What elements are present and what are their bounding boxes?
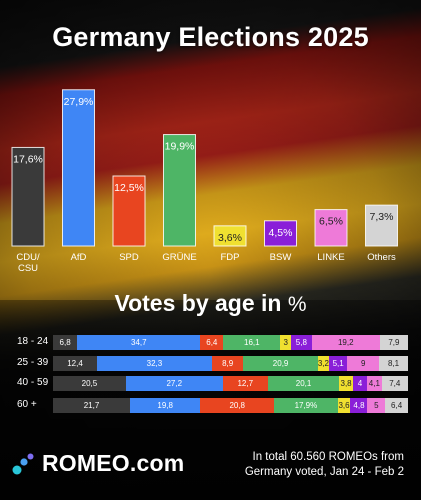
- segment-spd: 8,9: [211, 356, 244, 371]
- segment-others: 8,1: [379, 356, 408, 371]
- segment-cdu-csu: 12,4: [53, 356, 98, 371]
- age-chart-title-unit: %: [287, 293, 307, 316]
- footer-note: In total 60.560 ROMEOs from Germany vote…: [214, 450, 404, 480]
- segment-spd: 6,4: [200, 335, 224, 350]
- category-label: SPD: [119, 252, 139, 263]
- age-group-label: 40 - 59: [17, 377, 49, 388]
- chart-title: Germany Elections 2025: [52, 22, 369, 52]
- category-label: Others: [367, 252, 396, 263]
- category-label: BSW: [270, 252, 292, 263]
- segment-others: 6,4: [385, 398, 408, 413]
- segment-cdu-csu: 20,5: [53, 376, 126, 391]
- age-group-label: 60 +: [17, 399, 37, 410]
- segment-fdp: 3: [280, 335, 292, 350]
- romeo-logo-icon: [12, 452, 36, 476]
- segment-afd: 32,3: [97, 356, 212, 371]
- segment-fdp: 3,2: [317, 356, 330, 371]
- footer-note-line-2: Germany voted, Jan 24 - Feb 2: [244, 466, 404, 478]
- segment-grüne: 16,1: [223, 335, 281, 350]
- party-results-bar-chart: 17,6% CDU/CSU 27,9% AfD 12,5% SPD 19,9% GRÜNE 3,…: [11, 89, 398, 274]
- age-row-bar: 12,4 32,3 8,9 20,9 3,2 5,1 9 8,1: [53, 356, 408, 371]
- segment-linke: 5: [367, 398, 386, 413]
- segment-linke: 4,1: [367, 376, 382, 391]
- segment-afd: 27,2: [125, 376, 223, 391]
- bar-value-label: 4,5%: [269, 227, 293, 239]
- bar-linke: [314, 209, 348, 247]
- age-row-bar: 6,8 34,7 6,4 16,1 3 5,8 19,2 7,9: [53, 335, 408, 350]
- bar-value-label: 6,5%: [319, 216, 343, 228]
- bar-cdu-csu: [11, 146, 45, 247]
- category-label: LINKE: [317, 252, 344, 263]
- segment-cdu-csu: 6,8: [53, 335, 78, 350]
- bar-spd: [112, 175, 146, 247]
- segment-spd: 20,8: [200, 398, 275, 413]
- category-label: AfD: [71, 252, 87, 263]
- bar-fdp: [213, 225, 247, 247]
- segment-grüne: 17,9%: [274, 398, 338, 413]
- segment-bsw: 5,8: [291, 335, 312, 350]
- segment-grüne: 20,9: [243, 356, 318, 371]
- bar-afd: [62, 89, 95, 247]
- segment-others: 7,4: [381, 376, 408, 391]
- brand-name: ROMEO.com: [42, 450, 185, 476]
- segment-grüne: 20,1: [267, 376, 340, 391]
- segment-linke: 9: [347, 356, 380, 371]
- segment-spd: 12,7: [222, 376, 268, 391]
- segment-others: 7,9: [379, 335, 408, 350]
- bar-value-label: 19,9%: [165, 141, 195, 153]
- age-group-label: 18 - 24: [17, 336, 49, 347]
- segment-fdp: 3,8: [339, 376, 353, 391]
- segment-bsw: 4,8: [350, 398, 368, 413]
- age-row-bar: 20,5 27,2 12,7 20,1 3,8 4 4,1 7,4: [53, 376, 408, 391]
- category-label: CSU: [18, 263, 38, 274]
- bar-value-label: 17,6%: [13, 153, 43, 165]
- segment-bsw: 5,1: [329, 356, 348, 371]
- bar-grüne: [163, 134, 196, 247]
- segment-bsw: 4: [352, 376, 368, 391]
- segment-fdp: 3,6: [337, 398, 351, 413]
- bar-others: [365, 204, 398, 247]
- age-chart-title: Votes by age in %: [0, 290, 421, 317]
- bar-value-label: 27,9%: [64, 96, 94, 108]
- category-label: CDU/: [16, 252, 40, 263]
- segment-afd: 19,8: [130, 398, 201, 413]
- segment-cdu-csu: 21,7: [53, 398, 131, 413]
- bar-value-label: 12,5%: [114, 182, 144, 194]
- segment-linke: 19,2: [311, 335, 380, 350]
- category-label: FDP: [221, 252, 240, 263]
- age-chart-title-text: Votes by age in: [114, 290, 282, 316]
- footer-note-line-1: In total 60.560 ROMEOs from: [252, 451, 404, 463]
- bar-value-label: 7,3%: [370, 211, 394, 223]
- bar-value-label: 3,6%: [218, 232, 242, 244]
- brand-logo: ROMEO.com: [12, 450, 184, 477]
- bar-bsw: [264, 220, 297, 247]
- category-label: GRÜNE: [162, 252, 196, 263]
- segment-afd: 34,7: [77, 335, 201, 350]
- age-row-bar: 21,7 19,8 20,8 17,9% 3,6 4,8 5 6,4: [53, 398, 408, 413]
- age-group-label: 25 - 39: [17, 357, 49, 368]
